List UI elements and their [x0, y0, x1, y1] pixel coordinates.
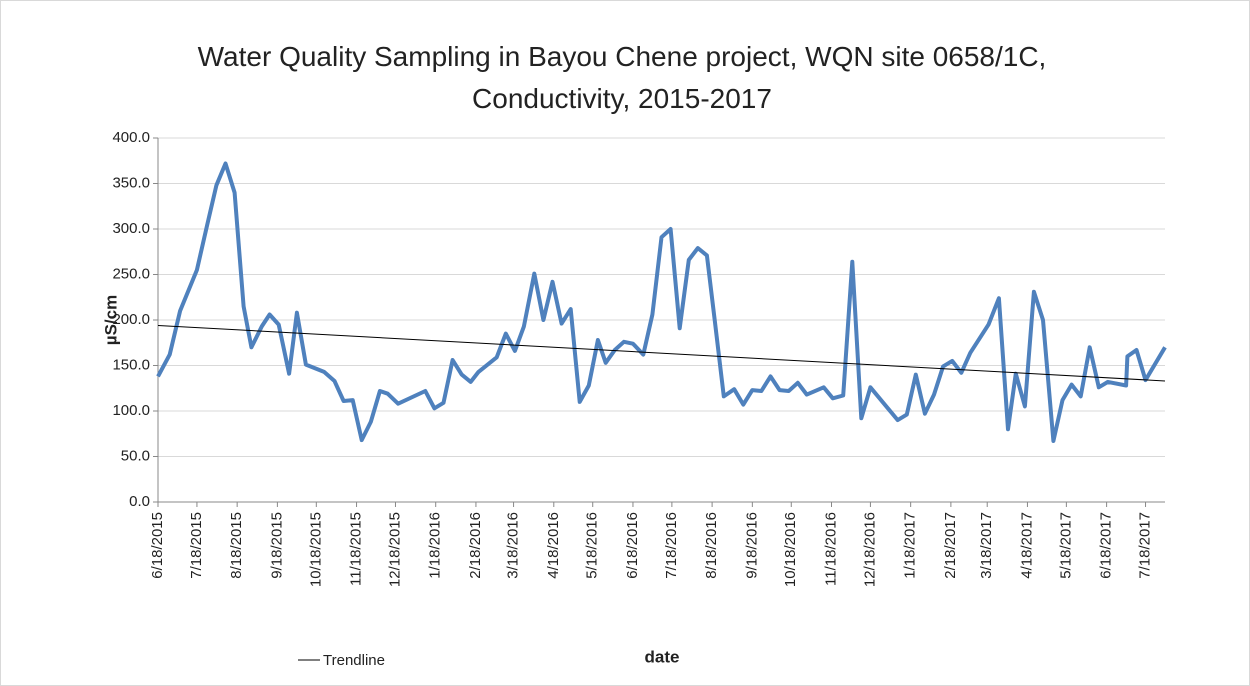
x-tick-label: 8/18/2015	[228, 512, 245, 579]
x-tick-label: 10/18/2015	[307, 512, 324, 587]
x-tick-label: 6/18/2015	[149, 512, 166, 579]
chart-title: Water Quality Sampling in Bayou Chene pr…	[197, 41, 1047, 114]
y-tick-label: 300.0	[112, 220, 150, 237]
data-line	[156, 161, 1167, 443]
y-tick-label: 0.0	[129, 493, 150, 510]
x-tick-label: 5/18/2017	[1057, 512, 1074, 579]
x-tick-label: 11/18/2016	[822, 512, 839, 586]
x-tick-label: 12/18/2015	[386, 512, 403, 587]
x-axis-label: date	[645, 647, 680, 666]
x-tick-label: 4/18/2016	[545, 512, 562, 579]
x-tick-label: 7/18/2015	[188, 512, 205, 579]
x-tick-label: 9/18/2015	[268, 512, 285, 579]
x-tick-label: 3/18/2016	[505, 512, 522, 579]
x-tick-label: 2/18/2016	[467, 512, 484, 579]
x-tick-label: 1/18/2016	[427, 512, 444, 579]
x-tick-label: 7/18/2016	[663, 512, 680, 579]
legend-label: Trendline	[323, 652, 385, 669]
y-tick-label: 350.0	[112, 174, 150, 191]
y-axis-label: µS/cm	[101, 295, 120, 345]
x-tick-label: 8/18/2016	[703, 512, 720, 579]
trendline	[157, 324, 1166, 382]
y-tick-label: 150.0	[112, 356, 150, 373]
y-tick-label: 200.0	[112, 311, 150, 328]
x-tick-label: 6/18/2016	[624, 512, 641, 579]
x-tick-label: 7/18/2017	[1137, 512, 1154, 579]
x-tick-label: 10/18/2016	[782, 512, 799, 587]
x-tick-label: 11/18/2015	[348, 512, 365, 586]
y-tick-label: 100.0	[112, 402, 150, 419]
x-tick-label: 2/18/2017	[942, 512, 959, 579]
x-tick-label: 6/18/2017	[1098, 512, 1115, 579]
x-tick-label: 5/18/2016	[584, 512, 601, 579]
x-tick-label: 3/18/2017	[978, 512, 995, 579]
x-tick-label: 12/18/2016	[861, 512, 878, 587]
y-tick-label: 250.0	[112, 265, 150, 282]
y-tick-label: 50.0	[121, 447, 150, 464]
x-tick-label: 9/18/2016	[743, 512, 760, 579]
x-tick-label: 1/18/2017	[902, 512, 919, 579]
y-tick-label: 400.0	[112, 129, 150, 146]
x-tick-label: 4/18/2017	[1018, 512, 1035, 579]
